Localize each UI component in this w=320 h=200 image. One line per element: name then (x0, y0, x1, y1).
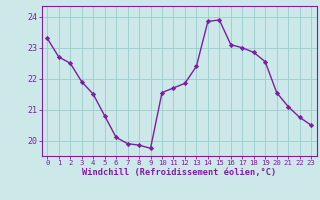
X-axis label: Windchill (Refroidissement éolien,°C): Windchill (Refroidissement éolien,°C) (82, 168, 276, 177)
